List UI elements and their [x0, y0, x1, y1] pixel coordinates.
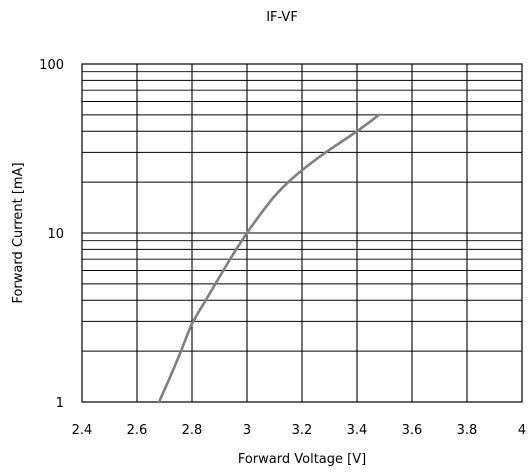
- x-tick-label: 4: [518, 423, 526, 438]
- x-tick-label: 3.2: [292, 423, 313, 438]
- x-axis-label: Forward Voltage [V]: [238, 452, 366, 467]
- y-tick-label: 10: [47, 227, 64, 242]
- x-tick-label: 3: [243, 423, 251, 438]
- x-tick-label: 2.8: [182, 423, 203, 438]
- plot-frame: [81, 63, 523, 403]
- x-tick-label: 3.8: [457, 423, 478, 438]
- y-tick-label: 100: [39, 58, 64, 73]
- y-axis-label: Forward Current [mA]: [11, 162, 26, 303]
- x-tick-label: 3.6: [402, 423, 423, 438]
- y-tick-labels: 1 10 100: [39, 58, 64, 411]
- y-tick-label: 1: [56, 396, 64, 411]
- x-tick-label: 3.4: [347, 423, 368, 438]
- series-layer: [157, 113, 381, 404]
- x-tick-label: 2.4: [72, 423, 93, 438]
- x-tick-label: 2.6: [127, 423, 148, 438]
- series-line-if-vf: [157, 113, 381, 404]
- x-tick-labels: 2.4 2.6 2.8 3 3.2 3.4 3.6 3.8 4: [72, 423, 526, 438]
- chart-title: IF-VF: [266, 10, 298, 25]
- grid: [82, 64, 522, 402]
